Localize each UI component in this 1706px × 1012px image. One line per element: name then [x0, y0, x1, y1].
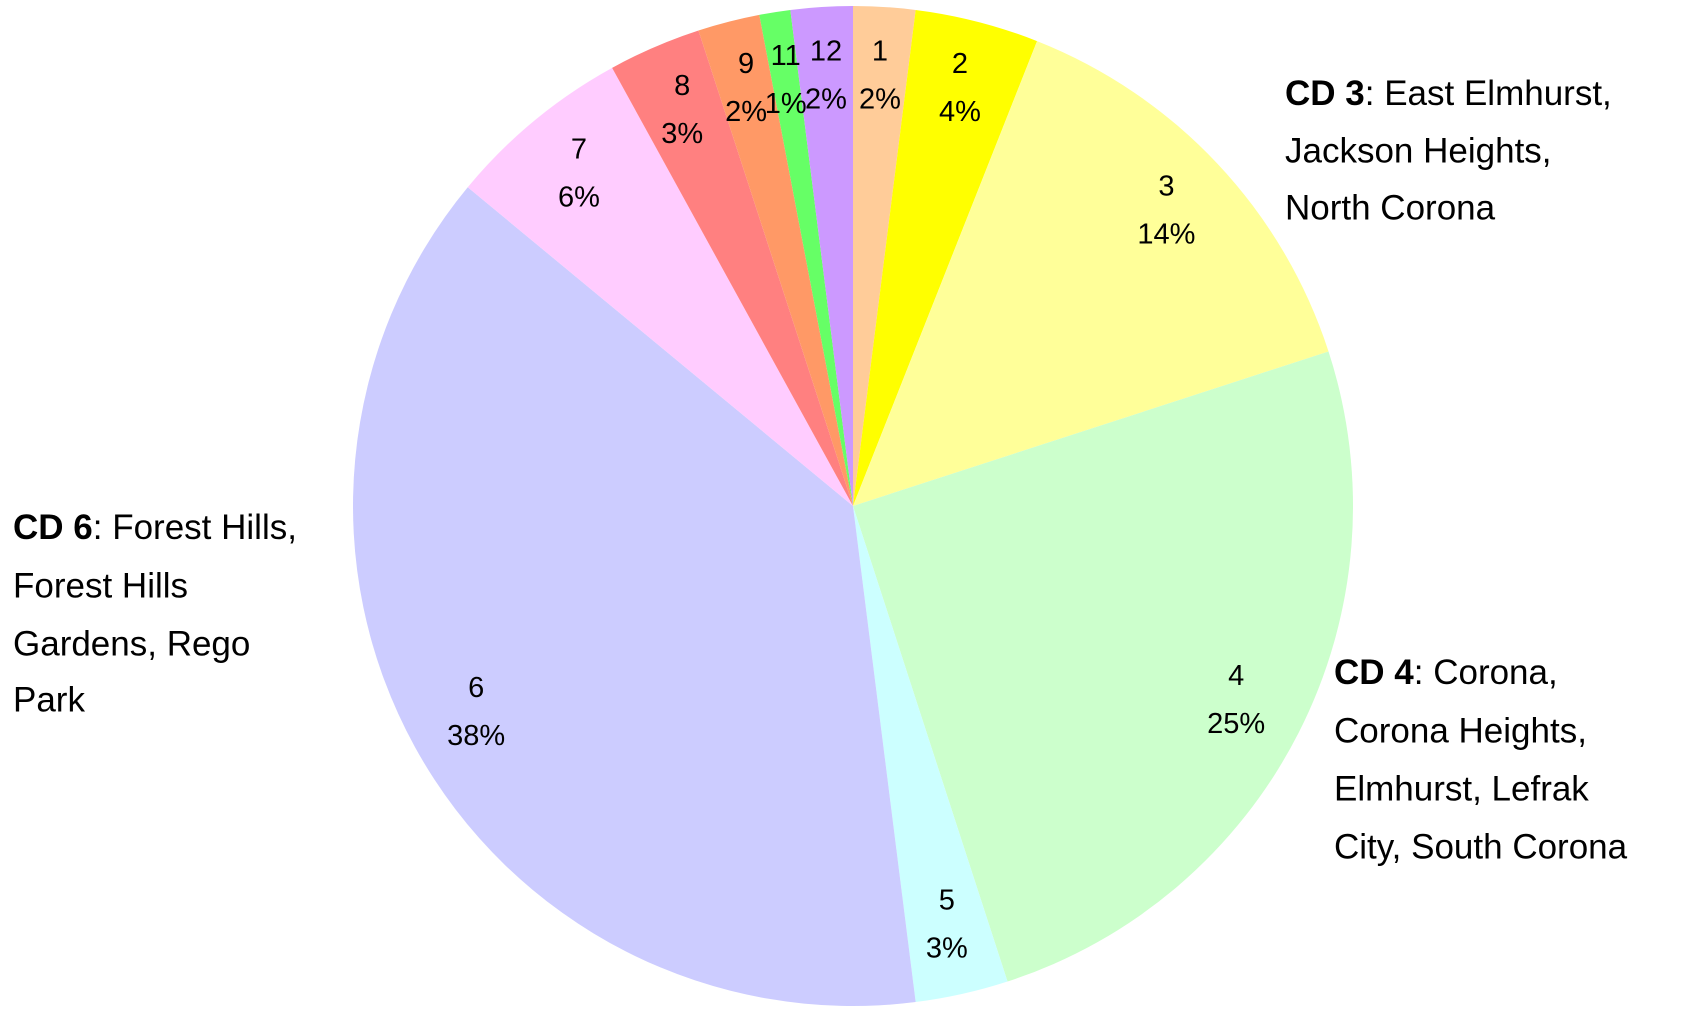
- slice-value-label: 2%: [805, 84, 847, 116]
- annotation-label: CD 3: [1285, 74, 1365, 113]
- pie-slice: [853, 41, 1329, 506]
- slice-value-label: 2%: [859, 84, 901, 116]
- pie-slice: [352, 187, 916, 1006]
- annotation-line: City, South Corona: [1334, 827, 1628, 866]
- slice-category: 8: [674, 70, 690, 102]
- annotation-label: CD 4: [1334, 653, 1414, 692]
- slice-category: 11: [771, 40, 801, 72]
- pie-slice: [759, 9, 853, 506]
- slice-value-label: 3%: [926, 932, 968, 964]
- annotation-label: CD 6: [13, 508, 93, 547]
- slice-category: 9: [738, 48, 754, 80]
- slice-value-label: 6%: [558, 181, 600, 213]
- slice-category: 2: [952, 48, 968, 80]
- pie-slice: [853, 9, 1038, 506]
- slice-category: 3: [1158, 170, 1174, 202]
- pie: [352, 6, 1353, 1006]
- slice-value-label: 1%: [765, 88, 807, 120]
- slice-category: 12: [810, 36, 842, 68]
- slice-category: 6: [468, 672, 484, 704]
- pie-slice: [790, 6, 853, 506]
- pie-slice: [853, 506, 1008, 1003]
- slice-labels: 12%24%314%425%53%638%76%83%92%111%122%: [447, 36, 1265, 965]
- annotation-line: Elmhurst, Lefrak: [1334, 769, 1589, 808]
- annotation-line: : Forest Hills,: [93, 508, 297, 547]
- slice-category: 4: [1228, 660, 1244, 692]
- slice-value-label: 38%: [447, 720, 505, 752]
- annotation: CD 3: East Elmhurst,: [1285, 74, 1612, 113]
- annotation: CD 4: Corona,: [1334, 653, 1558, 692]
- slice-value-label: 4%: [939, 96, 981, 128]
- pie-slice: [467, 67, 853, 507]
- annotation: CD 6: Forest Hills,: [13, 508, 297, 547]
- annotation-line: Corona Heights,: [1334, 711, 1587, 750]
- pie-slice: [698, 14, 853, 506]
- annotations: CD 3: East Elmhurst, Jackson Heights, No…: [13, 74, 1628, 866]
- pie-slice: [612, 30, 853, 507]
- slice-value-label: 25%: [1207, 708, 1265, 740]
- slice-category: 1: [872, 36, 888, 68]
- annotation-line: North Corona: [1285, 188, 1496, 227]
- slice-value-label: 2%: [725, 96, 767, 128]
- pie-slice: [853, 351, 1353, 982]
- slice-category: 5: [939, 884, 955, 916]
- slice-value-label: 14%: [1137, 218, 1195, 250]
- pie-slice: [853, 6, 916, 506]
- slice-category: 7: [571, 133, 587, 165]
- annotation-line: Gardens, Rego: [13, 624, 250, 663]
- annotation-line: Park: [13, 680, 85, 719]
- annotation-line: Forest Hills: [13, 566, 188, 605]
- annotation-line: : East Elmhurst,: [1365, 74, 1612, 113]
- annotation-line: Jackson Heights,: [1285, 131, 1552, 170]
- slice-value-label: 3%: [661, 118, 703, 150]
- annotation-line: : Corona,: [1414, 653, 1558, 692]
